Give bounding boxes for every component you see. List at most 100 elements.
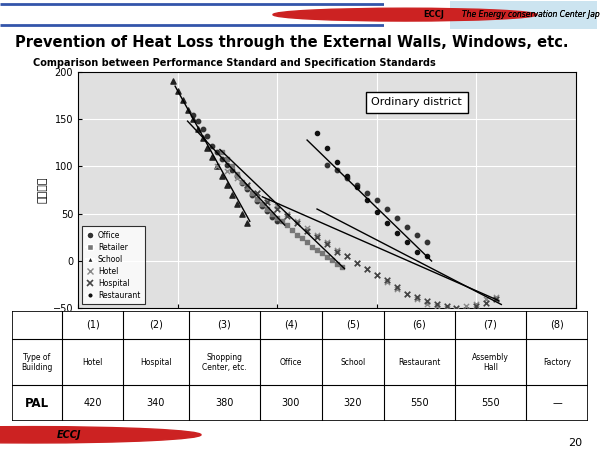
Point: [212, 163, 222, 170]
Text: Assembly
Hall: Assembly Hall: [472, 353, 509, 372]
Point: [327, 256, 337, 264]
Point: [272, 205, 282, 212]
Point: [257, 201, 267, 208]
Point: [342, 253, 352, 260]
Point: [461, 303, 471, 310]
Text: (2): (2): [149, 320, 163, 330]
Point: [362, 265, 371, 272]
Point: [262, 196, 272, 203]
Point: [242, 220, 252, 227]
Point: [233, 174, 242, 181]
Text: Hotel: Hotel: [82, 358, 103, 367]
Point: [461, 306, 471, 314]
Point: [262, 205, 272, 212]
Point: [257, 202, 267, 210]
Circle shape: [273, 8, 537, 21]
Text: Prevention of Heat Loss through the External Walls, Windows, etc.: Prevention of Heat Loss through the Exte…: [15, 36, 569, 50]
Text: 320: 320: [343, 398, 362, 408]
Point: [332, 246, 342, 253]
Point: [227, 166, 237, 174]
Text: 20: 20: [568, 438, 582, 448]
Point: [352, 182, 362, 189]
Point: [223, 155, 232, 162]
Point: [332, 260, 342, 267]
Point: [312, 231, 322, 238]
Point: [233, 201, 242, 208]
Point: [242, 182, 252, 189]
Point: [322, 254, 332, 261]
Point: [372, 208, 382, 216]
Point: [188, 111, 197, 118]
Point: [412, 293, 421, 301]
Point: [262, 199, 272, 206]
Point: [402, 223, 412, 230]
Text: The Energy conservation Center Japan: The Energy conservation Center Japan: [462, 10, 600, 19]
Text: 550: 550: [410, 398, 428, 408]
Point: [442, 305, 451, 312]
Bar: [450, 0, 597, 29]
Point: [268, 210, 277, 217]
Point: [482, 295, 491, 302]
Point: [242, 184, 252, 191]
Point: [253, 197, 262, 204]
Text: (5): (5): [346, 320, 359, 330]
Point: [248, 189, 257, 197]
Point: [193, 125, 202, 132]
Point: [292, 218, 302, 225]
Point: [342, 172, 352, 180]
Point: [287, 226, 297, 234]
Text: Shopping
Center, etc.: Shopping Center, etc.: [202, 353, 247, 372]
Point: [302, 238, 312, 246]
Point: [382, 220, 392, 227]
Point: [392, 284, 401, 291]
Legend: Office, Retailer, School, Hotel, Hospital, Restaurant: Office, Retailer, School, Hotel, Hospita…: [82, 226, 145, 305]
Point: [292, 220, 302, 227]
Point: [342, 174, 352, 181]
Point: [402, 291, 412, 298]
Point: [482, 299, 491, 306]
Point: [332, 166, 342, 174]
Text: The Energy conservation Center Japan: The Energy conservation Center Japan: [462, 10, 600, 19]
Point: [422, 300, 431, 307]
Point: [248, 191, 257, 198]
Text: Hospital: Hospital: [140, 358, 172, 367]
Point: [212, 163, 222, 170]
Point: [382, 278, 392, 285]
Text: Restaurant: Restaurant: [398, 358, 440, 367]
Text: Type of
Building: Type of Building: [21, 353, 52, 372]
Point: [242, 182, 252, 189]
Point: [317, 250, 327, 257]
Point: [208, 153, 217, 161]
Point: [173, 87, 182, 94]
Point: [302, 227, 312, 234]
Text: Factory: Factory: [543, 358, 571, 367]
Point: [272, 218, 282, 225]
Point: [412, 295, 421, 302]
Point: [362, 265, 371, 272]
Text: Ordinary district: Ordinary district: [371, 97, 462, 107]
Text: ECCJ: ECCJ: [423, 10, 444, 19]
Point: [178, 97, 187, 104]
Point: [322, 144, 332, 151]
Point: [198, 135, 208, 142]
Point: [262, 207, 272, 215]
Point: [198, 125, 208, 132]
Point: [283, 212, 292, 219]
Text: 380: 380: [215, 398, 233, 408]
Point: [272, 214, 282, 221]
Point: [223, 161, 232, 168]
Point: [442, 303, 451, 310]
Text: School: School: [340, 358, 365, 367]
Point: [183, 106, 193, 113]
Point: [253, 189, 262, 197]
Point: [312, 246, 322, 253]
Point: [392, 229, 401, 236]
Point: [352, 259, 362, 266]
Circle shape: [0, 427, 201, 443]
Point: [362, 196, 371, 203]
Text: 340: 340: [147, 398, 165, 408]
Point: [233, 171, 242, 178]
Point: [242, 185, 252, 193]
Point: [337, 263, 347, 270]
Point: [372, 196, 382, 203]
